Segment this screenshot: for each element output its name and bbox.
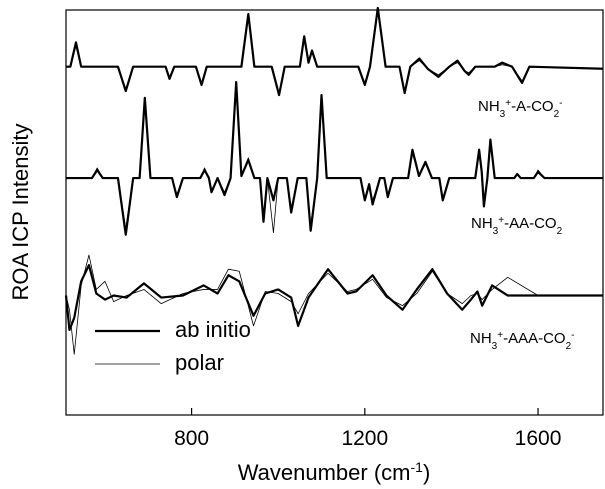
- annotation-part: -: [559, 98, 562, 109]
- spectrum-line: [66, 6, 604, 97]
- annotation-part: -AAA-CO: [503, 330, 566, 347]
- annotation-part: +: [497, 330, 503, 341]
- x-tick-label: 1600: [515, 427, 562, 450]
- x-axis-label: Wavenumber (cm-1): [238, 459, 431, 485]
- x-label-part: ): [423, 460, 430, 485]
- annotation-part: -AA-CO: [504, 215, 557, 232]
- plot-frame: [65, 9, 604, 416]
- spectrum-line: [64, 264, 603, 332]
- annotation-part: +: [498, 215, 504, 226]
- annotation-part: 3: [493, 226, 499, 237]
- annotation-part: NH: [470, 330, 492, 347]
- annotation-part: 2: [566, 341, 572, 352]
- annotation-part: 2: [557, 226, 563, 237]
- x-tick-label: 800: [174, 427, 209, 450]
- annotation-part: NH: [471, 215, 493, 232]
- annotation-part: NH: [478, 98, 500, 115]
- annotation: NH3+-AA-CO2: [471, 215, 563, 237]
- annotation-part: 3: [492, 341, 498, 352]
- spectrum-line: [66, 86, 603, 234]
- x-tick-label: 1200: [341, 427, 388, 450]
- x-label-part: Wavenumber (cm: [238, 460, 411, 485]
- y-axis-label: ROA ICP Intensity: [8, 124, 33, 301]
- annotation-part: -A-CO: [511, 98, 554, 115]
- annotation: NH3+-AAA-CO2-: [470, 330, 575, 352]
- annotation-part: -: [571, 330, 574, 341]
- annotation-part: +: [505, 98, 511, 109]
- spectrum-line: [66, 11, 604, 94]
- annotation-part: 3: [500, 109, 506, 120]
- annotation-part: 2: [554, 109, 560, 120]
- x-label-part: -1: [411, 459, 424, 475]
- spectrum-line: [65, 254, 603, 355]
- annotation: NH3+-A-CO2-: [478, 98, 562, 120]
- legend-label: ab initio: [175, 317, 251, 342]
- legend-label: polar: [175, 350, 224, 375]
